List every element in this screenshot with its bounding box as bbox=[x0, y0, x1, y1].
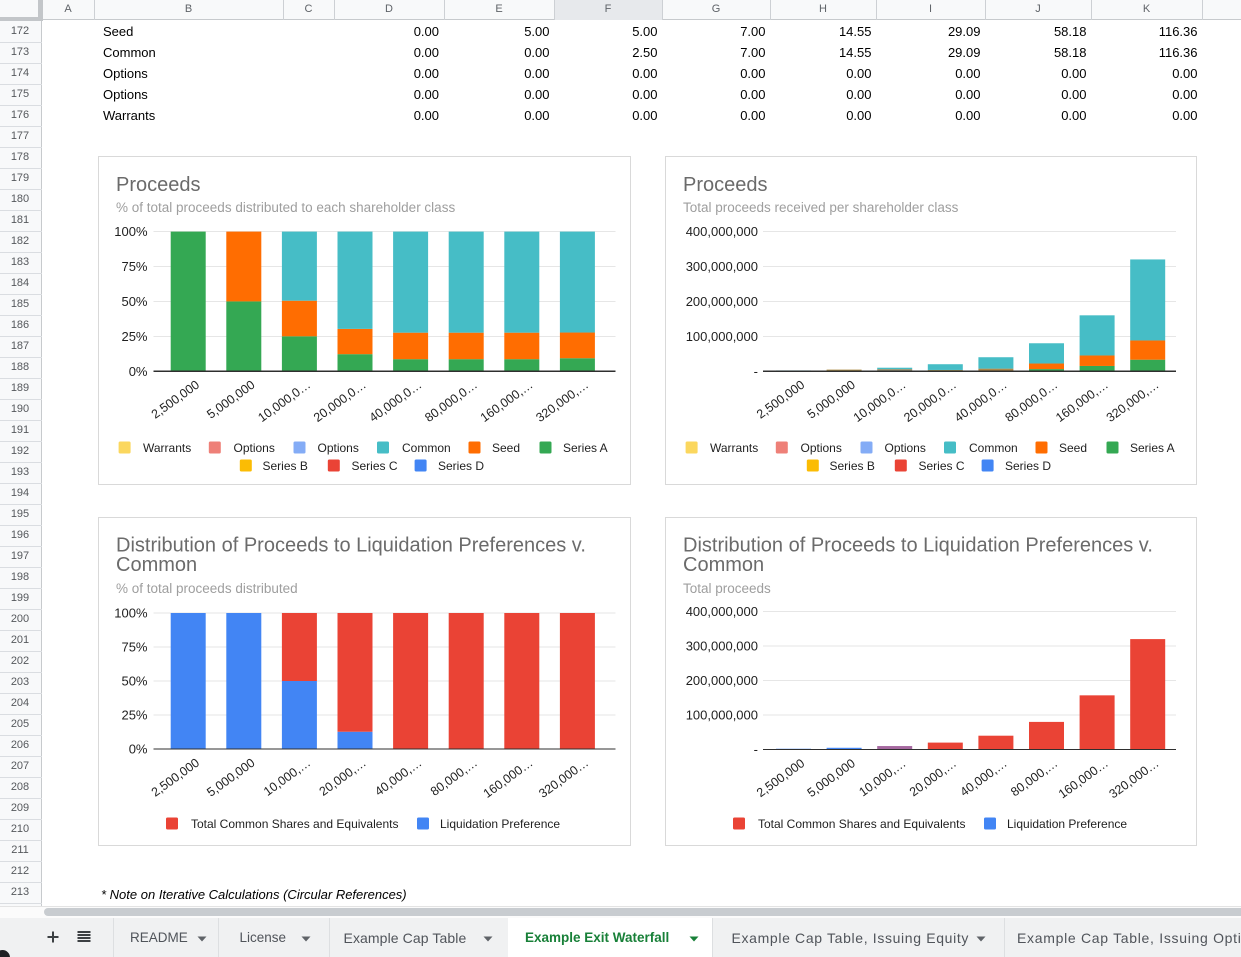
svg-text:Series A: Series A bbox=[563, 441, 608, 455]
svg-text:400,000,000: 400,000,000 bbox=[685, 604, 757, 619]
svg-text:200,000,000: 200,000,000 bbox=[685, 294, 757, 309]
svg-text:100%: 100% bbox=[114, 224, 148, 239]
svg-text:200,000,000: 200,000,000 bbox=[685, 673, 757, 688]
svg-text:Options: Options bbox=[884, 441, 925, 455]
svg-text:Total Common Shares and Equiva: Total Common Shares and Equivalents bbox=[758, 817, 965, 831]
svg-text:% of total proceeds distribute: % of total proceeds distributed to each … bbox=[116, 200, 455, 215]
svg-text:Proceeds: Proceeds bbox=[683, 174, 768, 196]
svg-text:Options: Options bbox=[800, 441, 841, 455]
svg-text:50%: 50% bbox=[121, 294, 147, 309]
svg-text:Series C: Series C bbox=[352, 459, 398, 473]
svg-text:25%: 25% bbox=[121, 708, 147, 723]
svg-text:Series C: Series C bbox=[918, 459, 964, 473]
svg-text:Series B: Series B bbox=[829, 459, 874, 473]
svg-text:Series D: Series D bbox=[1005, 459, 1051, 473]
svg-text:-: - bbox=[753, 742, 757, 757]
svg-text:Seed: Seed bbox=[492, 441, 520, 455]
svg-text:Distribution of Proceeds to Li: Distribution of Proceeds to Liquidation … bbox=[683, 535, 1153, 557]
svg-text:Liquidation Preference: Liquidation Preference bbox=[1007, 817, 1127, 831]
svg-text:100%: 100% bbox=[114, 606, 148, 621]
svg-text:Warrants: Warrants bbox=[710, 441, 758, 455]
svg-text:Series A: Series A bbox=[1130, 441, 1175, 455]
svg-text:-: - bbox=[753, 364, 757, 379]
svg-text:Distribution of Proceeds to Li: Distribution of Proceeds to Liquidation … bbox=[116, 535, 586, 557]
svg-text:Options: Options bbox=[234, 441, 275, 455]
svg-text:Total Common Shares and Equiva: Total Common Shares and Equivalents bbox=[191, 817, 398, 831]
svg-text:Common: Common bbox=[969, 441, 1018, 455]
svg-text:25%: 25% bbox=[121, 329, 147, 344]
svg-text:Proceeds: Proceeds bbox=[116, 174, 201, 196]
svg-text:Series D: Series D bbox=[438, 459, 484, 473]
svg-text:% of total proceeds distribute: % of total proceeds distributed bbox=[116, 581, 298, 596]
svg-text:Liquidation Preference: Liquidation Preference bbox=[440, 817, 560, 831]
svg-text:Warrants: Warrants bbox=[143, 441, 191, 455]
svg-text:300,000,000: 300,000,000 bbox=[685, 639, 757, 654]
svg-text:Common: Common bbox=[116, 554, 197, 576]
svg-text:Common: Common bbox=[683, 554, 764, 576]
svg-text:400,000,000: 400,000,000 bbox=[685, 224, 757, 239]
svg-text:50%: 50% bbox=[121, 674, 147, 689]
svg-text:Common: Common bbox=[402, 441, 451, 455]
svg-text:Seed: Seed bbox=[1059, 441, 1087, 455]
svg-text:300,000,000: 300,000,000 bbox=[685, 259, 757, 274]
svg-text:100,000,000: 100,000,000 bbox=[685, 329, 757, 344]
svg-text:0%: 0% bbox=[129, 364, 148, 379]
svg-text:Series B: Series B bbox=[263, 459, 308, 473]
svg-text:Total proceeds received per sh: Total proceeds received per shareholder … bbox=[683, 200, 959, 215]
svg-text:75%: 75% bbox=[121, 259, 147, 274]
svg-text:Options: Options bbox=[318, 441, 359, 455]
svg-text:100,000,000: 100,000,000 bbox=[685, 708, 757, 723]
svg-text:0%: 0% bbox=[129, 742, 148, 757]
svg-text:75%: 75% bbox=[121, 640, 147, 655]
svg-text:Total proceeds: Total proceeds bbox=[683, 581, 771, 596]
